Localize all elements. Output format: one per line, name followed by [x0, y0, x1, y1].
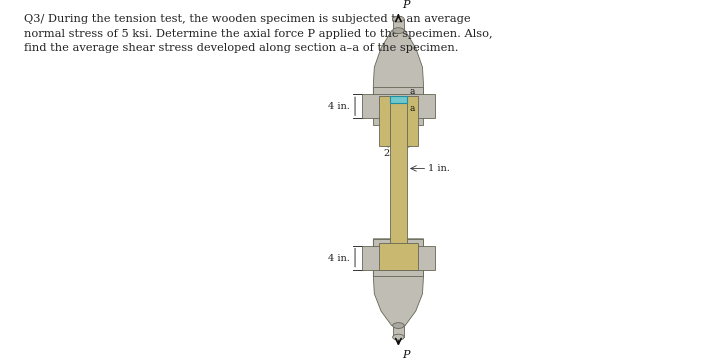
Bar	[389, 96, 407, 260]
Ellipse shape	[392, 28, 404, 34]
Text: a: a	[409, 87, 414, 96]
Bar	[362, 245, 435, 270]
Text: P: P	[402, 350, 410, 360]
Ellipse shape	[392, 16, 404, 22]
Bar	[392, 326, 404, 337]
Text: Q3/ During the tension test, the wooden specimen is subjected to an average
norm: Q3/ During the tension test, the wooden …	[24, 14, 493, 53]
Text: a: a	[409, 104, 414, 113]
Text: 4 in.: 4 in.	[328, 253, 350, 262]
Text: 2 in.: 2 in.	[384, 149, 406, 158]
Polygon shape	[373, 239, 424, 326]
Ellipse shape	[392, 334, 404, 340]
Text: 4 in.: 4 in.	[328, 102, 350, 111]
Bar	[362, 94, 435, 118]
Ellipse shape	[392, 323, 404, 329]
Text: 1 in.: 1 in.	[429, 164, 450, 173]
Bar	[379, 243, 418, 270]
Bar	[373, 87, 424, 125]
Text: P: P	[402, 0, 410, 10]
Bar	[389, 96, 407, 103]
Bar	[392, 19, 404, 31]
Bar	[373, 239, 424, 277]
Bar	[379, 96, 418, 146]
Polygon shape	[373, 31, 424, 117]
